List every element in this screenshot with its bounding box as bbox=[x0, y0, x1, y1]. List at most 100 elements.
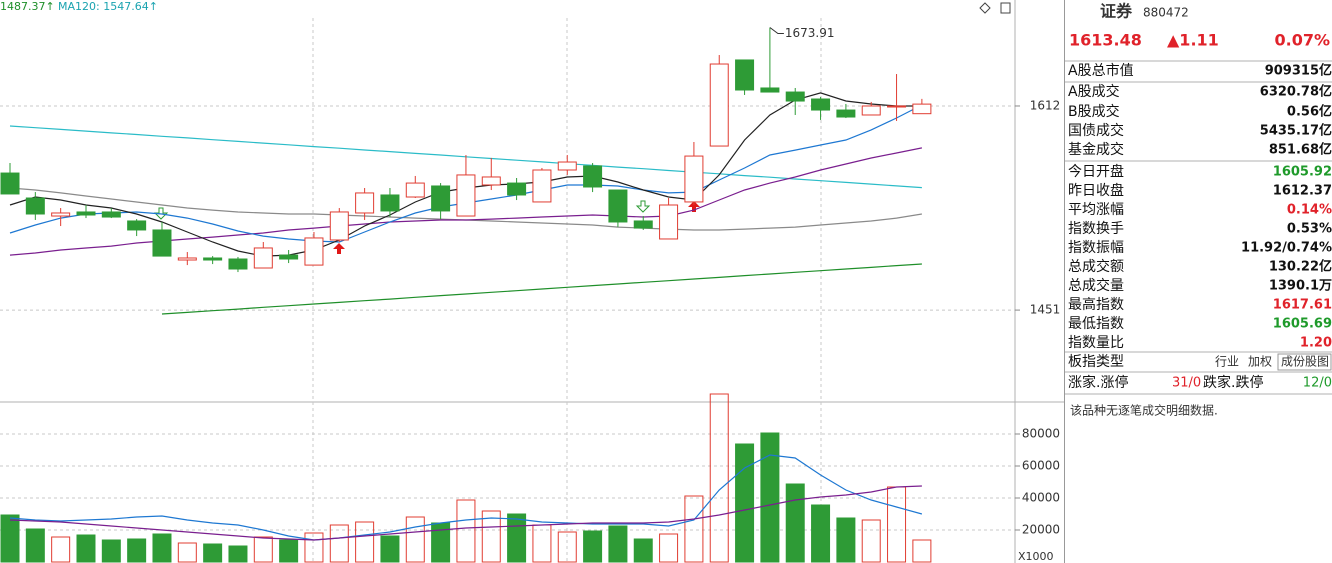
candle-body bbox=[836, 109, 856, 118]
stat-label: 指数换手 bbox=[1068, 220, 1124, 237]
board-type-item[interactable]: 成份股图 bbox=[1281, 355, 1329, 369]
y-tick-label: 80000 bbox=[1022, 427, 1060, 441]
volume-bar bbox=[203, 543, 223, 563]
stat-value: 0.53% bbox=[1287, 222, 1332, 237]
volume-bar bbox=[380, 535, 400, 563]
volume-bar bbox=[279, 539, 299, 563]
volume-bar bbox=[608, 525, 628, 563]
security-name: 证券 bbox=[1100, 2, 1133, 21]
stat-label: 总成交额 bbox=[1068, 258, 1124, 275]
stat-value: 1605.69 bbox=[1273, 317, 1332, 332]
volume-bar bbox=[735, 443, 755, 563]
stat-value: 6320.78亿 bbox=[1260, 84, 1332, 100]
volume-bar bbox=[25, 528, 45, 563]
stat-value: 1390.1万 bbox=[1269, 279, 1332, 294]
candle-body bbox=[785, 91, 805, 102]
stat-value: 1605.92 bbox=[1273, 165, 1332, 180]
volume-bar bbox=[0, 514, 20, 563]
stat-label: 昨日收盘 bbox=[1068, 182, 1124, 199]
candle-body bbox=[532, 169, 552, 203]
candle-body bbox=[760, 87, 780, 93]
volume-bar bbox=[253, 536, 273, 563]
volume-bar bbox=[760, 432, 780, 563]
stat-label: 指数量比 bbox=[1068, 335, 1124, 351]
volume-bar bbox=[811, 504, 831, 563]
candle-body bbox=[253, 247, 273, 269]
candle-body bbox=[0, 172, 20, 195]
candle-body bbox=[507, 182, 527, 196]
board-type-label: 板指类型 bbox=[1068, 354, 1124, 370]
board-type-item[interactable]: 加权 bbox=[1248, 355, 1272, 369]
candle-body bbox=[456, 174, 476, 217]
volume-bar bbox=[684, 495, 704, 563]
candle-body bbox=[405, 182, 425, 198]
candle-body bbox=[355, 192, 375, 214]
candle-body bbox=[811, 98, 831, 111]
volume-bar bbox=[101, 539, 121, 563]
candle-body bbox=[203, 257, 223, 261]
volume-bar bbox=[785, 483, 805, 563]
candle-body bbox=[101, 211, 121, 218]
breadth-value: 31/0 bbox=[1172, 376, 1201, 391]
note: 该品种无逐笔成交明细数据. bbox=[1070, 403, 1218, 418]
y-tick-label: 60000 bbox=[1022, 459, 1060, 473]
stat-label: B股成交 bbox=[1068, 103, 1120, 120]
buy-signal bbox=[333, 243, 345, 254]
candle-body bbox=[659, 204, 679, 240]
buy-signal bbox=[688, 201, 700, 212]
stat-value: 1.20 bbox=[1300, 336, 1332, 351]
volume-bar bbox=[177, 542, 197, 563]
volume-bar bbox=[633, 538, 653, 563]
volume-bar bbox=[507, 513, 527, 563]
breadth-label: 跌家.跌停 bbox=[1203, 374, 1263, 391]
candle-body bbox=[633, 220, 653, 229]
stat-label: 最高指数 bbox=[1068, 296, 1124, 313]
stat-value: 0.14% bbox=[1287, 203, 1332, 218]
unit-label: X1000 bbox=[1018, 550, 1054, 563]
breadth-value: 12/0 bbox=[1303, 376, 1332, 391]
stat-label: 最低指数 bbox=[1068, 316, 1124, 332]
volume-bar bbox=[456, 499, 476, 563]
volume-bar bbox=[709, 393, 729, 563]
stat-value: 851.68亿 bbox=[1269, 142, 1332, 158]
stat-value: 909315亿 bbox=[1265, 63, 1332, 79]
price-change-pct: 0.07% bbox=[1274, 31, 1330, 50]
candle-body bbox=[709, 63, 729, 147]
candle-body bbox=[329, 211, 349, 241]
candle-body bbox=[177, 257, 197, 261]
candle-body bbox=[431, 185, 451, 212]
candle-body bbox=[51, 212, 71, 217]
volume-bar bbox=[557, 531, 577, 563]
candle-body bbox=[76, 211, 96, 216]
stat-label: 今日开盘 bbox=[1068, 163, 1124, 180]
security-code: 880472 bbox=[1143, 6, 1189, 20]
stat-label: 国债成交 bbox=[1068, 122, 1124, 139]
board-type-item[interactable]: 行业 bbox=[1215, 355, 1239, 369]
y-tick-label: 40000 bbox=[1022, 491, 1060, 505]
volume-bar bbox=[659, 533, 679, 563]
window-icon[interactable] bbox=[1000, 2, 1011, 14]
candle-body bbox=[228, 258, 248, 270]
volume-bar bbox=[861, 519, 881, 563]
candle-body bbox=[684, 155, 704, 203]
sell-signal bbox=[635, 200, 651, 213]
stat-value: 1612.37 bbox=[1273, 184, 1332, 199]
volume-bar bbox=[405, 516, 425, 563]
volume-bar bbox=[481, 510, 501, 563]
y-tick-label: 1451 bbox=[1030, 303, 1061, 317]
volume-bar bbox=[431, 522, 451, 563]
volume-bar bbox=[912, 539, 932, 563]
volume-bar bbox=[51, 536, 71, 563]
stat-value: 130.22亿 bbox=[1269, 259, 1332, 275]
stat-value: 1617.61 bbox=[1273, 298, 1332, 313]
y-tick-label: 1612 bbox=[1030, 98, 1061, 112]
legend-entry: MA120: 1547.64↑ bbox=[58, 0, 158, 13]
last-price: 1613.48 bbox=[1069, 31, 1142, 50]
candle-body bbox=[25, 197, 45, 215]
stat-label: 基金成交 bbox=[1068, 141, 1124, 158]
diamond-icon[interactable] bbox=[979, 2, 991, 14]
volume-bar bbox=[127, 538, 147, 563]
candle-body bbox=[608, 189, 628, 223]
